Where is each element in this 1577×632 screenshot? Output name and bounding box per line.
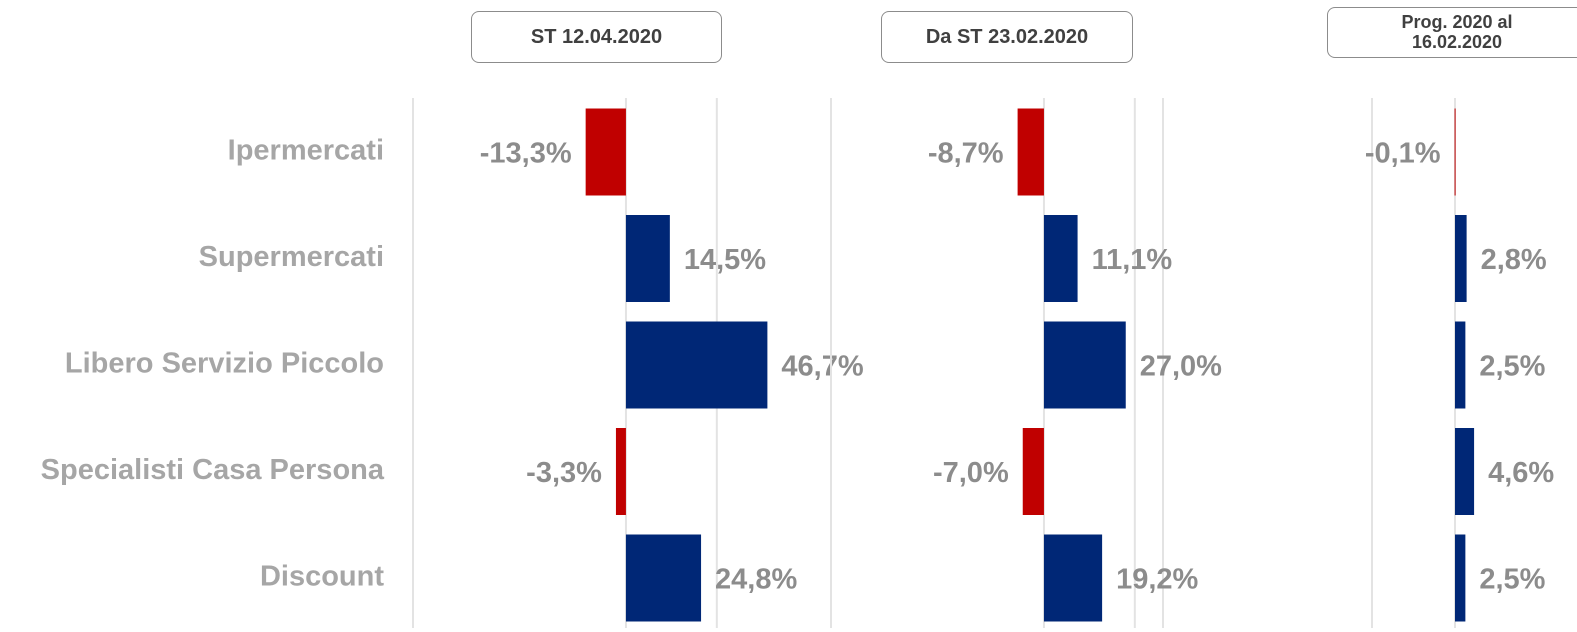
bar: [1043, 321, 1126, 409]
value-label: 19,2%: [1116, 564, 1198, 596]
value-label: -7,0%: [933, 457, 1009, 489]
bar: [625, 215, 670, 302]
value-label: -0,1%: [1365, 138, 1441, 170]
bar: [625, 534, 702, 622]
bar: [1022, 428, 1044, 515]
bar: [1454, 428, 1475, 515]
category-label: Discount: [260, 561, 384, 593]
panel-header: Prog. 2020 al 16.02.2020: [1327, 7, 1577, 58]
category-label: Specialisti Casa Persona: [41, 454, 385, 486]
category-label: Supermercati: [199, 241, 384, 273]
value-label: 2,8%: [1481, 244, 1547, 276]
bar: [1454, 534, 1466, 622]
panel-header: Da ST 23.02.2020: [881, 11, 1133, 63]
value-label: 4,6%: [1488, 457, 1554, 489]
category-label: Libero Servizio Piccolo: [65, 348, 384, 380]
value-label: -13,3%: [480, 138, 572, 170]
value-label: 46,7%: [781, 351, 863, 383]
bar: [1454, 215, 1467, 302]
bar: [1454, 108, 1456, 196]
value-label: -3,3%: [526, 457, 602, 489]
value-label: 14,5%: [684, 244, 766, 276]
bar: [625, 321, 768, 409]
value-label: 2,5%: [1479, 351, 1545, 383]
panel-header: ST 12.04.2020: [471, 11, 722, 63]
bar: [1043, 534, 1103, 622]
bar: [615, 428, 626, 515]
bar: [1454, 321, 1466, 409]
value-label: 2,5%: [1479, 564, 1545, 596]
value-label: 27,0%: [1140, 351, 1222, 383]
bar: [1017, 108, 1044, 196]
bar: [585, 108, 626, 196]
value-label: 11,1%: [1092, 244, 1173, 276]
value-label: 24,8%: [715, 564, 797, 596]
bar: [1043, 215, 1078, 302]
value-label: -8,7%: [928, 138, 1004, 170]
category-label: Ipermercati: [228, 135, 384, 167]
